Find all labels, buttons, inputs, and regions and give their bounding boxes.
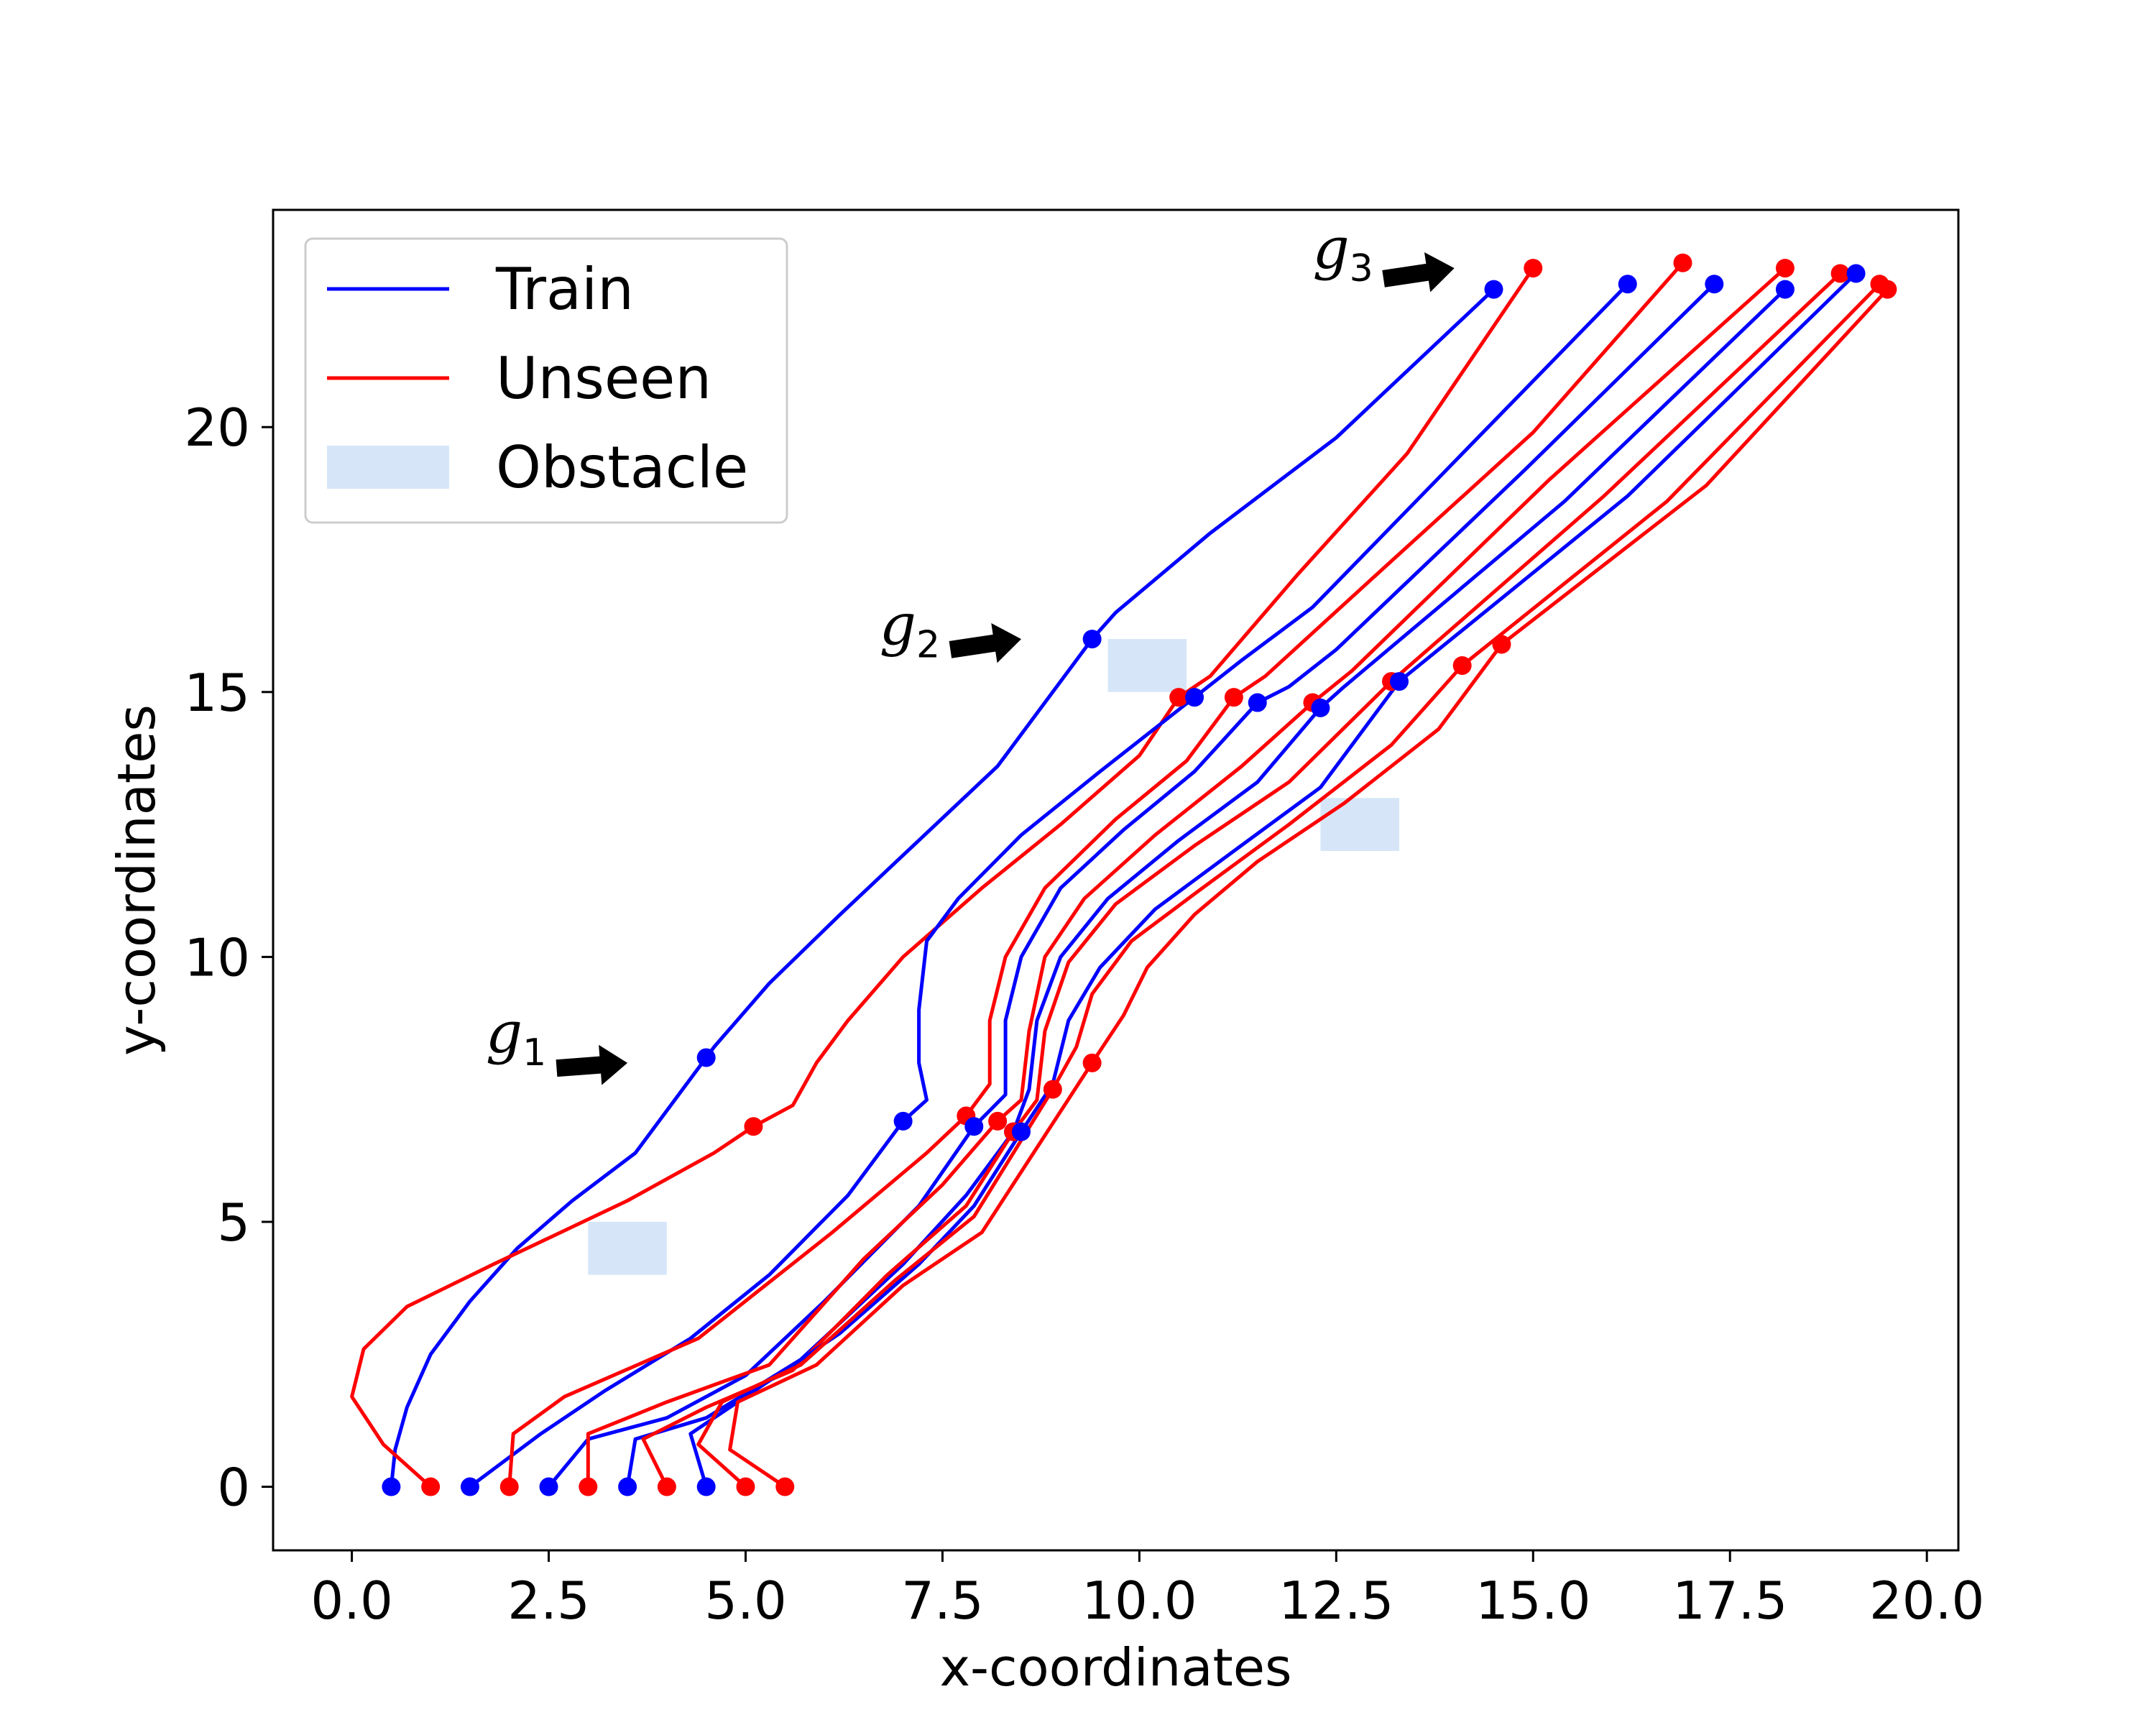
unseen-waypoint-marker: [1524, 259, 1543, 278]
unseen-waypoint-marker: [421, 1477, 441, 1496]
unseen-waypoint-marker: [1878, 280, 1897, 299]
train-waypoint-marker: [1311, 698, 1330, 717]
unseen-waypoint-marker: [1169, 688, 1189, 707]
x-tick-label: 20.0: [1869, 1570, 1984, 1631]
legend-label-unseen: Unseen: [496, 345, 711, 412]
unseen-trajectory-line-2: [350, 267, 1535, 1489]
obstacle-1: [588, 1221, 667, 1275]
unseen-waypoint-marker: [1775, 259, 1795, 278]
obstacle-2: [1107, 639, 1187, 692]
y-axis-ticks: 0 5 10 15 20: [184, 397, 273, 1518]
train-waypoint-marker: [964, 1117, 984, 1136]
unseen-waypoint-marker: [657, 1477, 676, 1496]
x-tick-label: 5.0: [704, 1570, 787, 1631]
unseen-waypoint-marker: [499, 1477, 519, 1496]
train-waypoint-marker: [1775, 280, 1795, 299]
unseen-waypoint-marker: [1224, 688, 1243, 707]
train-trajectory-line-5: [547, 282, 1716, 1489]
unseen-waypoint-marker: [1830, 264, 1850, 283]
x-tick-label: 12.5: [1279, 1570, 1393, 1631]
x-tick-label: 17.5: [1672, 1570, 1787, 1631]
train-waypoint-marker: [1248, 693, 1267, 712]
train-waypoint-marker: [1082, 630, 1102, 649]
x-axis-ticks: 0.0 2.5 5.0 7.5 10.0 12.5 15.0 17.5 20.0: [310, 1550, 1984, 1631]
obstacles-layer: [588, 639, 1399, 1275]
legend-swatch-obstacle: [327, 446, 449, 489]
unseen-trajectory-line-4: [507, 262, 1685, 1487]
train-waypoint-marker: [1705, 275, 1724, 294]
unseen-waypoint-marker: [988, 1111, 1008, 1131]
goal-arrow-1: [556, 1044, 628, 1085]
train-waypoint-marker: [696, 1048, 716, 1067]
y-tick-label: 10: [184, 927, 250, 988]
plot-area-frame: [272, 208, 1960, 1552]
train-waypoint-marker: [1185, 688, 1204, 707]
unseen-waypoint-marker: [1082, 1053, 1102, 1072]
y-axis-title: y-coordinates: [106, 704, 167, 1056]
train-trajectory-line-1: [389, 288, 1496, 1487]
unseen-trajectory-line-6: [586, 267, 1787, 1487]
x-axis-title: x-coordinates: [939, 1637, 1291, 1698]
train-waypoint-marker: [696, 1477, 716, 1496]
unseen-waypoint-marker: [1492, 635, 1511, 654]
train-waypoint-marker: [618, 1477, 637, 1496]
series-layer: [350, 262, 1889, 1489]
train-waypoint-marker: [460, 1477, 479, 1496]
goal-arrow-2: [949, 623, 1022, 663]
x-tick-label: 7.5: [901, 1570, 984, 1631]
train-trajectory-line-9: [688, 272, 1858, 1488]
x-tick-label: 0.0: [310, 1570, 393, 1631]
legend-label-train: Train: [495, 256, 634, 323]
train-waypoint-marker: [1389, 672, 1409, 691]
unseen-waypoint-marker: [1452, 656, 1472, 675]
obstacle-3: [1320, 798, 1399, 851]
y-tick-label: 20: [184, 397, 250, 458]
x-tick-label: 15.0: [1475, 1570, 1590, 1631]
train-waypoint-marker: [1484, 280, 1503, 299]
train-waypoint-marker: [382, 1477, 401, 1496]
train-waypoint-marker: [1012, 1122, 1031, 1141]
train-waypoint-marker: [1618, 275, 1637, 294]
y-tick-label: 0: [217, 1458, 250, 1518]
goal-arrow-3: [1382, 252, 1455, 293]
unseen-waypoint-marker: [775, 1477, 795, 1496]
x-tick-label: 10.0: [1082, 1570, 1197, 1631]
legend-label-obstacle: Obstacle: [496, 434, 748, 501]
legend: Train Unseen Obstacle: [304, 237, 788, 524]
train-waypoint-marker: [539, 1477, 558, 1496]
train-waypoint-marker: [1846, 264, 1866, 283]
x-tick-label: 2.5: [507, 1570, 590, 1631]
y-tick-label: 5: [217, 1192, 250, 1253]
markers-layer: [382, 253, 1897, 1496]
unseen-trajectory-line-10: [696, 282, 1881, 1489]
unseen-waypoint-marker: [1043, 1080, 1062, 1099]
unseen-waypoint-marker: [1673, 253, 1692, 272]
y-tick-label: 15: [184, 663, 250, 723]
unseen-waypoint-marker: [744, 1117, 763, 1136]
train-waypoint-marker: [893, 1111, 913, 1131]
unseen-waypoint-marker: [579, 1477, 598, 1496]
unseen-trajectory-line-11: [728, 288, 1889, 1489]
unseen-waypoint-marker: [736, 1477, 755, 1496]
